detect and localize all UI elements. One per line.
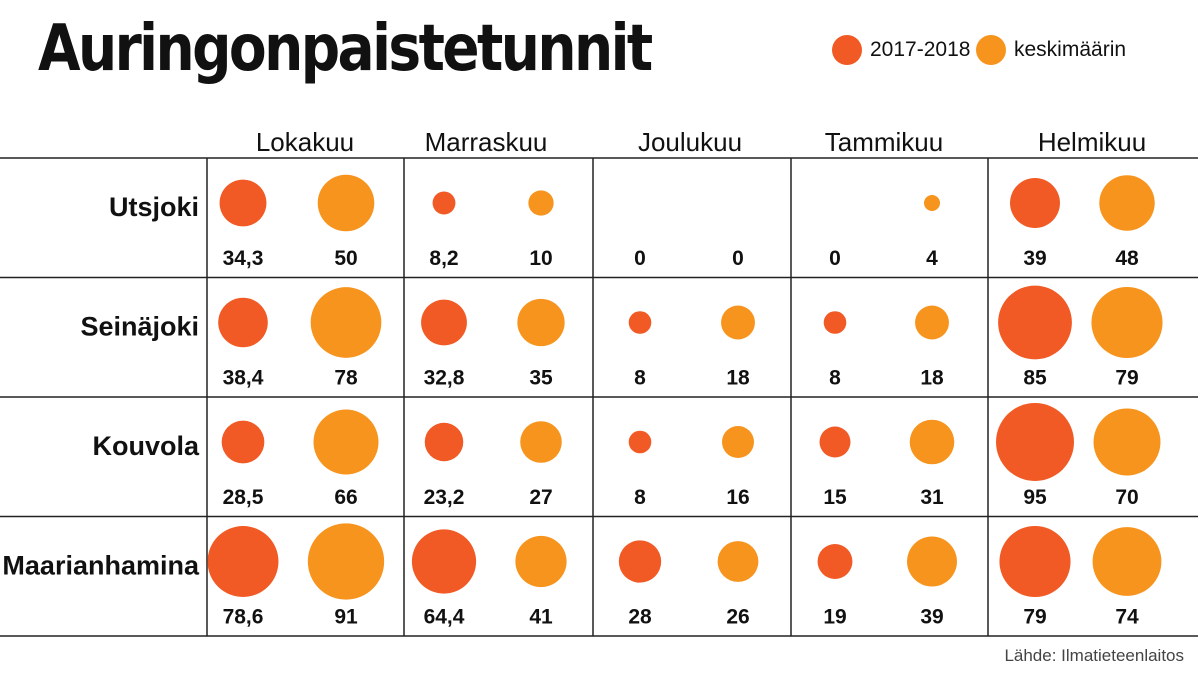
- value-label: 23,2: [424, 486, 465, 509]
- value-label: 18: [920, 367, 944, 390]
- month-label: Joulukuu: [638, 127, 742, 157]
- bubble-current: [618, 540, 662, 583]
- value-label: 28,5: [223, 486, 264, 509]
- value-label: 70: [1115, 486, 1138, 509]
- value-label: 91: [334, 606, 358, 629]
- value-label: 66: [334, 486, 357, 509]
- value-label: 0: [732, 247, 744, 270]
- value-label: 18: [726, 367, 750, 390]
- bubble-average: [717, 541, 759, 582]
- value-label: 31: [920, 486, 944, 509]
- source-note: Lähde: Ilmatieteenlaitos: [1004, 646, 1184, 665]
- month-label: Helmikuu: [1038, 127, 1146, 157]
- value-label: 64,4: [424, 606, 465, 629]
- bubble-current: [998, 285, 1072, 360]
- bubble-current: [218, 297, 268, 348]
- value-label: 95: [1023, 486, 1047, 509]
- bubble-average: [1092, 527, 1162, 596]
- month-label: Lokakuu: [256, 127, 354, 157]
- value-label: 38,4: [223, 367, 264, 390]
- bubble-current: [221, 420, 265, 464]
- bubble-current: [817, 544, 853, 579]
- bubble-average: [915, 305, 949, 340]
- legend-label-average: keskimäärin: [1014, 38, 1127, 61]
- city-label: Maarianhamina: [2, 551, 200, 581]
- bubble-average: [313, 409, 379, 475]
- bubble-current: [432, 191, 456, 215]
- value-label: 19: [823, 606, 846, 629]
- value-label: 15: [823, 486, 847, 509]
- value-label: 48: [1115, 247, 1139, 270]
- bubble-current: [996, 403, 1074, 481]
- bubble-current: [411, 529, 477, 594]
- value-label: 8: [829, 367, 841, 390]
- city-label: Utsjoki: [109, 192, 199, 222]
- value-label: 8: [634, 486, 646, 509]
- value-label: 27: [529, 486, 552, 509]
- bubble-average: [1091, 286, 1163, 359]
- value-label: 39: [920, 606, 943, 629]
- bubble-current: [421, 299, 467, 346]
- bubble-average: [317, 174, 375, 232]
- value-label: 4: [926, 247, 938, 270]
- legend-item-current: 2017-2018: [832, 30, 970, 70]
- value-label: 74: [1115, 606, 1139, 629]
- value-label: 79: [1023, 606, 1046, 629]
- bubble-average: [722, 426, 754, 458]
- bubble-average: [907, 536, 957, 587]
- value-label: 0: [634, 247, 646, 270]
- bubble-average: [721, 305, 755, 340]
- bubble-current: [1010, 178, 1060, 228]
- bubble-current: [207, 526, 279, 597]
- bubble-average: [515, 535, 567, 588]
- value-label: 10: [529, 247, 552, 270]
- value-label: 35: [529, 367, 553, 390]
- legend-dot-average: [976, 35, 1006, 65]
- value-label: 26: [726, 606, 749, 629]
- legend-label-current: 2017-2018: [870, 38, 971, 61]
- value-label: 79: [1115, 367, 1138, 390]
- value-label: 16: [726, 486, 749, 509]
- value-label: 8,2: [429, 247, 458, 270]
- value-label: 28: [628, 606, 652, 629]
- value-label: 78,6: [223, 606, 264, 629]
- legend-item-average: keskimäärin: [976, 30, 1126, 70]
- bubble-average: [528, 190, 554, 216]
- bubble-current: [424, 422, 464, 462]
- bubble-current: [628, 311, 652, 334]
- bubble-current: [823, 311, 847, 334]
- month-label: Marraskuu: [425, 127, 548, 157]
- bubble-average: [1099, 175, 1155, 231]
- bubble-average: [517, 298, 565, 347]
- value-label: 50: [334, 247, 357, 270]
- bubble-current: [819, 426, 851, 458]
- value-label: 41: [529, 606, 553, 629]
- value-label: 39: [1023, 247, 1046, 270]
- value-label: 8: [634, 367, 646, 390]
- value-label: 34,3: [223, 247, 264, 270]
- bubble-current: [219, 179, 267, 227]
- bubble-current: [628, 430, 652, 454]
- value-label: 78: [334, 367, 358, 390]
- bubble-average: [1093, 408, 1161, 476]
- value-label: 85: [1023, 367, 1047, 390]
- value-label: 0: [829, 247, 841, 270]
- bubble-current: [999, 525, 1071, 598]
- chart-title: Auringonpaistetunnit: [38, 12, 653, 86]
- bubble-average: [924, 195, 940, 211]
- legend-dot-current: [832, 35, 862, 65]
- value-label: 32,8: [424, 367, 465, 390]
- bubble-average: [909, 419, 955, 465]
- bubble-average: [520, 421, 562, 463]
- bubble-average: [307, 523, 385, 600]
- month-label: Tammikuu: [825, 127, 943, 157]
- city-label: Kouvola: [92, 431, 199, 461]
- city-label: Seinäjoki: [80, 312, 199, 342]
- bubble-average: [310, 287, 382, 358]
